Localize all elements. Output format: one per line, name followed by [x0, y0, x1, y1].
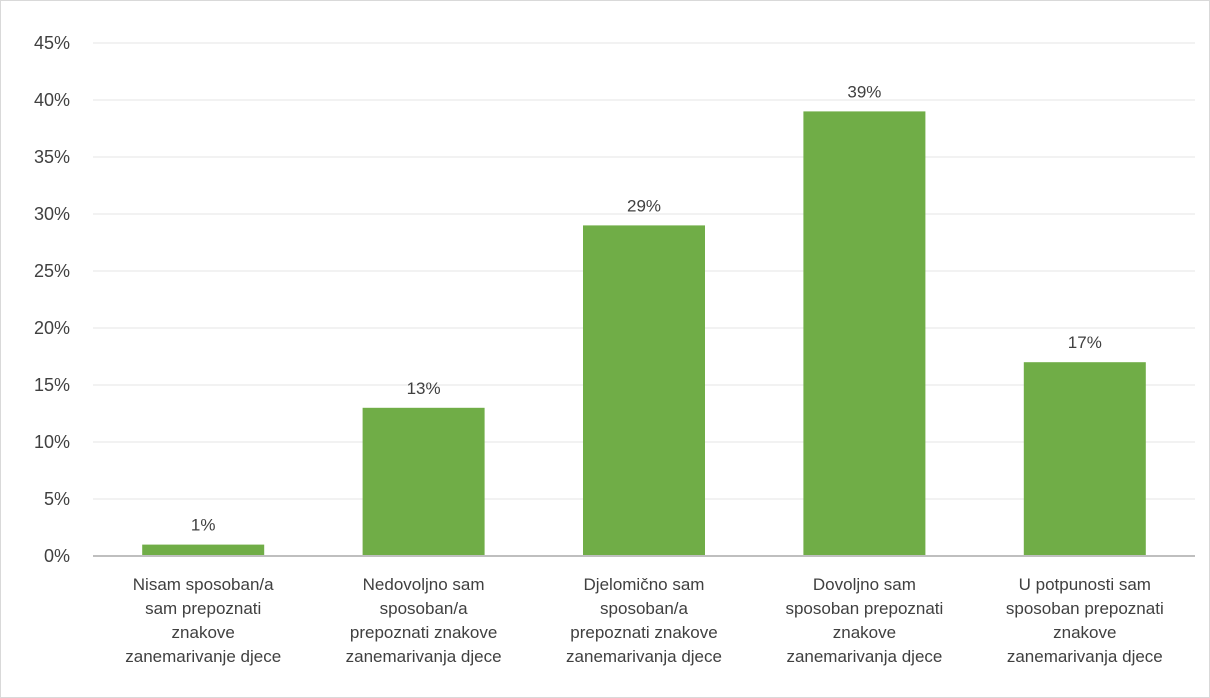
y-tick-label: 35%: [34, 147, 70, 167]
data-label: 29%: [627, 196, 661, 215]
category-label-line: znakove: [172, 623, 235, 642]
category-label-line: U potpunosti sam: [1019, 575, 1151, 594]
category-label: Dovoljno sam sposoban prepoznati znakove za…: [785, 575, 943, 666]
category-label-line: sposoban prepoznati: [785, 599, 943, 618]
category-label-line: znakove: [833, 623, 896, 642]
category-label-line: zanemarivanja djece: [786, 647, 942, 666]
data-label: 1%: [191, 516, 216, 535]
category-label-line: sposoban/a: [380, 599, 468, 618]
bar: [803, 111, 926, 557]
category-label: U potpunosti sam sposoban prepoznati znako…: [1006, 575, 1164, 666]
y-tick-label: 10%: [34, 432, 70, 452]
y-tick-label: 30%: [34, 204, 70, 224]
data-label: 13%: [407, 379, 441, 398]
y-tick-label: 20%: [34, 318, 70, 338]
bar: [1023, 362, 1146, 556]
category-label-line: prepoznati znakove: [350, 623, 497, 642]
category-label-line: Djelomično sam: [584, 575, 705, 594]
category-label-line: zanemarivanje djece: [125, 647, 281, 666]
data-label: 17%: [1068, 333, 1102, 352]
bar: [142, 544, 265, 556]
category-label-line: Nedovoljno sam: [363, 575, 485, 594]
category-label-line: zanemarivanja djece: [346, 647, 502, 666]
category-label-line: Nisam sposoban/a: [133, 575, 274, 594]
y-tick-label: 5%: [44, 489, 70, 509]
category-label-line: zanemarivanja djece: [566, 647, 722, 666]
category-label-line: sposoban/a: [600, 599, 688, 618]
bar: [362, 407, 485, 556]
category-label-line: Dovoljno sam: [813, 575, 916, 594]
y-tick-label: 15%: [34, 375, 70, 395]
category-label: Nedovoljno sam sposoban/a prepoznati znako…: [346, 575, 502, 666]
category-label-line: sam prepoznati: [145, 599, 261, 618]
category-label-line: zanemarivanja djece: [1007, 647, 1163, 666]
y-tick-label: 45%: [34, 33, 70, 53]
category-label: Djelomično sam sposoban/a prepoznati znako…: [566, 575, 722, 666]
category-label-line: znakove: [1053, 623, 1116, 642]
data-label: 39%: [847, 82, 881, 101]
category-label: Nisam sposoban/a sam prepoznati znakove zan…: [125, 575, 281, 666]
category-label-line: sposoban prepoznati: [1006, 599, 1164, 618]
y-tick-label: 25%: [34, 261, 70, 281]
category-label-line: prepoznati znakove: [570, 623, 717, 642]
y-tick-label: 40%: [34, 90, 70, 110]
bar: [583, 225, 705, 556]
y-tick-label: 0%: [44, 546, 70, 566]
